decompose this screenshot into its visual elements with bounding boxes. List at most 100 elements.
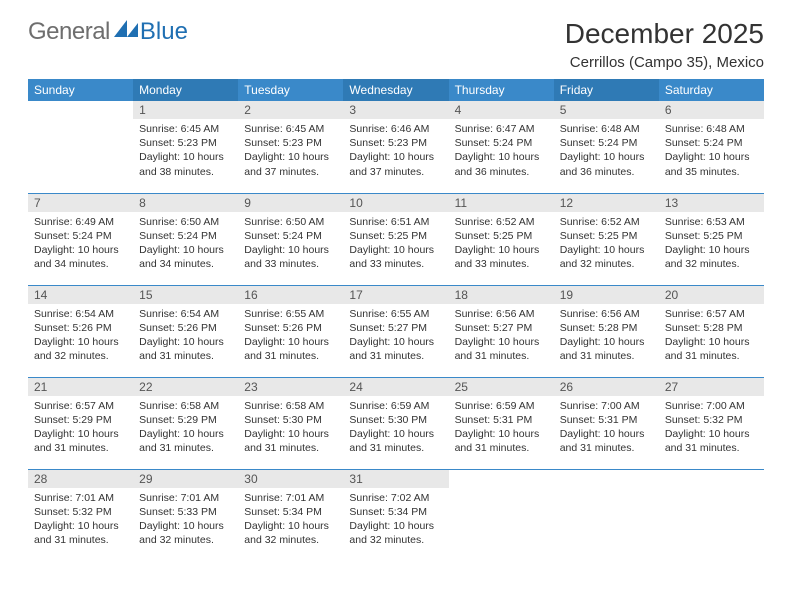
sunset-line: Sunset: 5:31 PM: [455, 413, 548, 427]
sunset-line: Sunset: 5:26 PM: [139, 321, 232, 335]
day-details: Sunrise: 6:58 AMSunset: 5:29 PMDaylight:…: [133, 396, 238, 460]
sunrise-line: Sunrise: 6:53 AM: [665, 215, 758, 229]
daylight-line: Daylight: 10 hours and 35 minutes.: [665, 150, 758, 178]
topbar: General Blue December 2025 Cerrillos (Ca…: [28, 18, 764, 79]
sunrise-line: Sunrise: 6:47 AM: [455, 122, 548, 136]
day-details: Sunrise: 6:51 AMSunset: 5:25 PMDaylight:…: [343, 212, 448, 276]
sunrise-line: Sunrise: 6:45 AM: [244, 122, 337, 136]
day-details: Sunrise: 6:57 AMSunset: 5:28 PMDaylight:…: [659, 304, 764, 368]
sunset-line: Sunset: 5:23 PM: [349, 136, 442, 150]
calendar-day-cell: 31Sunrise: 7:02 AMSunset: 5:34 PMDayligh…: [343, 469, 448, 561]
sunrise-line: Sunrise: 6:52 AM: [455, 215, 548, 229]
daylight-line: Daylight: 10 hours and 32 minutes.: [244, 519, 337, 547]
sunset-line: Sunset: 5:23 PM: [244, 136, 337, 150]
calendar-day-cell: [28, 101, 133, 193]
calendar-day-cell: 17Sunrise: 6:55 AMSunset: 5:27 PMDayligh…: [343, 285, 448, 377]
calendar-day-cell: 6 Sunrise: 6:48 AMSunset: 5:24 PMDaylight…: [659, 101, 764, 193]
day-number: 6: [659, 101, 764, 119]
calendar-day-cell: 2Sunrise: 6:45 AMSunset: 5:23 PMDaylight…: [238, 101, 343, 193]
day-number: 10: [343, 194, 448, 212]
calendar-day-cell: 4Sunrise: 6:47 AMSunset: 5:24 PMDaylight…: [449, 101, 554, 193]
day-number: 13: [659, 194, 764, 212]
day-number: 26: [554, 378, 659, 396]
sunset-line: Sunset: 5:26 PM: [244, 321, 337, 335]
calendar-day-cell: 12Sunrise: 6:52 AMSunset: 5:25 PMDayligh…: [554, 193, 659, 285]
daylight-line: Daylight: 10 hours and 31 minutes.: [349, 427, 442, 455]
calendar-day-cell: 20Sunrise: 6:57 AMSunset: 5:28 PMDayligh…: [659, 285, 764, 377]
daylight-line: Daylight: 10 hours and 33 minutes.: [244, 243, 337, 271]
calendar-day-cell: 28Sunrise: 7:01 AMSunset: 5:32 PMDayligh…: [28, 469, 133, 561]
calendar-day-cell: 30Sunrise: 7:01 AMSunset: 5:34 PMDayligh…: [238, 469, 343, 561]
day-number-empty: [449, 470, 554, 488]
day-number: 19: [554, 286, 659, 304]
sunrise-line: Sunrise: 6:50 AM: [139, 215, 232, 229]
calendar-day-cell: 27Sunrise: 7:00 AMSunset: 5:32 PMDayligh…: [659, 377, 764, 469]
daylight-line: Daylight: 10 hours and 31 minutes.: [139, 335, 232, 363]
daylight-line: Daylight: 10 hours and 31 minutes.: [665, 427, 758, 455]
sunset-line: Sunset: 5:23 PM: [139, 136, 232, 150]
sunrise-line: Sunrise: 6:56 AM: [455, 307, 548, 321]
daylight-line: Daylight: 10 hours and 31 minutes.: [560, 335, 653, 363]
day-number: 18: [449, 286, 554, 304]
calendar-week-row: 7Sunrise: 6:49 AMSunset: 5:24 PMDaylight…: [28, 193, 764, 285]
sunrise-line: Sunrise: 6:51 AM: [349, 215, 442, 229]
sunset-line: Sunset: 5:25 PM: [455, 229, 548, 243]
daylight-line: Daylight: 10 hours and 32 minutes.: [34, 335, 127, 363]
sunset-line: Sunset: 5:25 PM: [665, 229, 758, 243]
sunrise-line: Sunrise: 6:56 AM: [560, 307, 653, 321]
sunrise-line: Sunrise: 6:48 AM: [665, 122, 758, 136]
weekday-header: Saturday: [659, 79, 764, 101]
calendar-day-cell: 16Sunrise: 6:55 AMSunset: 5:26 PMDayligh…: [238, 285, 343, 377]
calendar-day-cell: 7Sunrise: 6:49 AMSunset: 5:24 PMDaylight…: [28, 193, 133, 285]
sunrise-line: Sunrise: 6:55 AM: [349, 307, 442, 321]
calendar-day-cell: 8Sunrise: 6:50 AMSunset: 5:24 PMDaylight…: [133, 193, 238, 285]
daylight-line: Daylight: 10 hours and 31 minutes.: [34, 519, 127, 547]
sunset-line: Sunset: 5:34 PM: [349, 505, 442, 519]
day-number: 24: [343, 378, 448, 396]
day-details: Sunrise: 6:54 AMSunset: 5:26 PMDaylight:…: [28, 304, 133, 368]
daylight-line: Daylight: 10 hours and 36 minutes.: [560, 150, 653, 178]
day-number: 11: [449, 194, 554, 212]
day-number: 8: [133, 194, 238, 212]
calendar-day-cell: 19 Sunrise: 6:56 AMSunset: 5:28 PMDayligh…: [554, 285, 659, 377]
calendar-table: SundayMondayTuesdayWednesdayThursdayFrid…: [28, 79, 764, 561]
daylight-line: Daylight: 10 hours and 31 minutes.: [455, 427, 548, 455]
day-number: 23: [238, 378, 343, 396]
day-number: 21: [28, 378, 133, 396]
day-details: Sunrise: 6:52 AMSunset: 5:25 PMDaylight:…: [449, 212, 554, 276]
daylight-line: Daylight: 10 hours and 31 minutes.: [349, 335, 442, 363]
day-details: Sunrise: 6:55 AMSunset: 5:26 PMDaylight:…: [238, 304, 343, 368]
sunset-line: Sunset: 5:25 PM: [560, 229, 653, 243]
sunset-line: Sunset: 5:24 PM: [665, 136, 758, 150]
daylight-line: Daylight: 10 hours and 38 minutes.: [139, 150, 232, 178]
sunset-line: Sunset: 5:30 PM: [244, 413, 337, 427]
calendar-day-cell: 5Sunrise: 6:48 AMSunset: 5:24 PMDaylight…: [554, 101, 659, 193]
daylight-line: Daylight: 10 hours and 31 minutes.: [244, 335, 337, 363]
weekday-header: Monday: [133, 79, 238, 101]
sunrise-line: Sunrise: 6:59 AM: [455, 399, 548, 413]
daylight-line: Daylight: 10 hours and 37 minutes.: [244, 150, 337, 178]
sunset-line: Sunset: 5:28 PM: [560, 321, 653, 335]
calendar-day-cell: [554, 469, 659, 561]
calendar-day-cell: 14Sunrise: 6:54 AMSunset: 5:26 PMDayligh…: [28, 285, 133, 377]
daylight-line: Daylight: 10 hours and 36 minutes.: [455, 150, 548, 178]
calendar-day-cell: 26Sunrise: 7:00 AMSunset: 5:31 PMDayligh…: [554, 377, 659, 469]
sunset-line: Sunset: 5:32 PM: [34, 505, 127, 519]
day-details: Sunrise: 6:45 AMSunset: 5:23 PMDaylight:…: [133, 119, 238, 183]
day-details: Sunrise: 7:00 AMSunset: 5:32 PMDaylight:…: [659, 396, 764, 460]
calendar-header-row: SundayMondayTuesdayWednesdayThursdayFrid…: [28, 79, 764, 101]
day-details: Sunrise: 6:59 AMSunset: 5:31 PMDaylight:…: [449, 396, 554, 460]
sunset-line: Sunset: 5:33 PM: [139, 505, 232, 519]
daylight-line: Daylight: 10 hours and 32 minutes.: [665, 243, 758, 271]
calendar-day-cell: 13 Sunrise: 6:53 AMSunset: 5:25 PMDayligh…: [659, 193, 764, 285]
sunrise-line: Sunrise: 6:57 AM: [665, 307, 758, 321]
day-number: 31: [343, 470, 448, 488]
logo: General Blue: [28, 18, 188, 46]
day-details: Sunrise: 7:00 AMSunset: 5:31 PMDaylight:…: [554, 396, 659, 460]
calendar-page: General Blue December 2025 Cerrillos (Ca…: [0, 0, 792, 561]
sunset-line: Sunset: 5:24 PM: [139, 229, 232, 243]
sunrise-line: Sunrise: 6:54 AM: [139, 307, 232, 321]
calendar-day-cell: 18Sunrise: 6:56 AMSunset: 5:27 PMDayligh…: [449, 285, 554, 377]
day-number: 1: [133, 101, 238, 119]
sunrise-line: Sunrise: 6:59 AM: [349, 399, 442, 413]
